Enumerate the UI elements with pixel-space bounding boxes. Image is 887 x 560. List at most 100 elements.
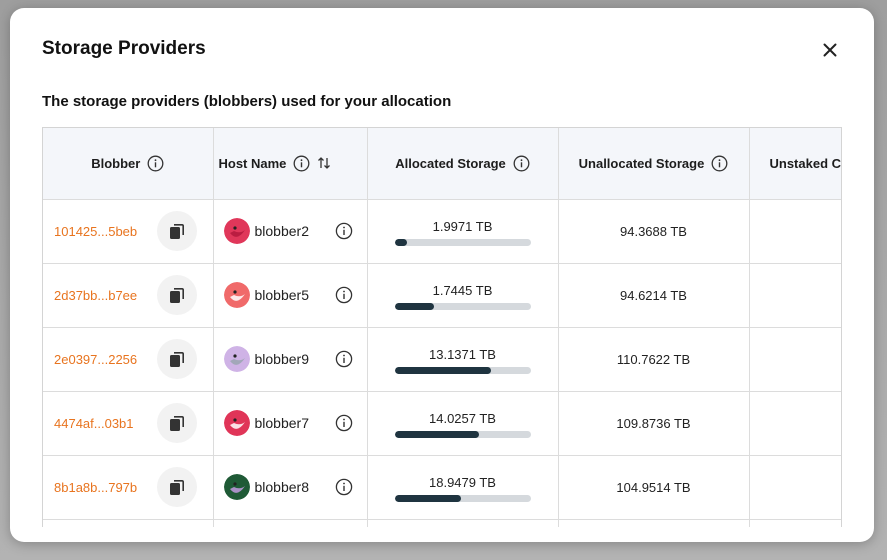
copy-icon xyxy=(169,287,185,304)
host-cell: blobber7 xyxy=(213,391,368,456)
allocated-storage-value: 1.7445 TB xyxy=(432,282,493,298)
allocated-storage-cell: 14.0257 TB xyxy=(367,391,559,456)
info-icon[interactable] xyxy=(335,222,353,240)
host-name: blobber9 xyxy=(254,351,310,367)
table-row: 8b1a8b...797b blobber8 xyxy=(43,455,841,520)
allocated-storage-value: 14.0257 TB xyxy=(429,410,496,426)
unallocated-storage-value: 110.7622 TB xyxy=(616,351,691,367)
host-name: blobber2 xyxy=(254,223,310,239)
close-icon xyxy=(823,43,837,57)
column-header-unstaked: Unstaked C xyxy=(749,128,842,200)
allocated-storage-cell: 1.9971 TB xyxy=(367,199,559,264)
column-header-unallocated-storage: Unallocated Storage xyxy=(558,128,750,200)
allocated-storage-bar-fill xyxy=(394,366,492,374)
copy-button[interactable] xyxy=(156,339,197,379)
info-icon[interactable] xyxy=(335,478,353,496)
host-name: blobber5 xyxy=(254,287,310,303)
copy-button[interactable] xyxy=(156,275,197,315)
unallocated-storage-value: 94.6214 TB xyxy=(620,287,687,303)
allocated-storage-bar-fill xyxy=(394,430,479,438)
unstaked-cell: 0.00 xyxy=(749,455,841,520)
column-header-label: Unallocated Storage xyxy=(578,155,705,171)
column-header-host-name: Host Name xyxy=(213,128,368,200)
allocated-storage-value: 18.9479 TB xyxy=(429,474,496,490)
host-cell: blobber5 xyxy=(213,263,368,328)
info-icon[interactable] xyxy=(513,155,530,172)
blobber-cell: 8b1a8b...797b xyxy=(43,455,214,520)
unstaked-cell: 0.00 xyxy=(749,391,841,456)
unallocated-storage-value: 109.8736 TB xyxy=(616,415,691,431)
unallocated-storage-value: 94.3688 TB xyxy=(620,223,687,239)
host-name: blobber7 xyxy=(254,415,310,431)
unallocated-storage-cell: 94.6214 TB xyxy=(558,263,750,328)
allocated-storage-bar xyxy=(394,238,531,246)
column-header-label: Allocated Storage xyxy=(395,155,506,171)
unallocated-storage-cell: 104.9514 TB xyxy=(558,455,750,520)
column-header-allocated-storage: Allocated Storage xyxy=(367,128,559,200)
blobber-id-link[interactable]: 8b1a8b...797b xyxy=(54,479,138,495)
unallocated-storage-value: 104.9514 TB xyxy=(616,479,691,495)
host-cell: blobber8 xyxy=(213,455,368,520)
unallocated-storage-cell: 109.8736 TB xyxy=(558,391,750,456)
allocated-storage-bar-fill xyxy=(394,494,462,502)
info-icon[interactable] xyxy=(147,155,164,172)
info-icon[interactable] xyxy=(335,286,353,304)
copy-icon xyxy=(169,351,185,368)
blobber-id-link[interactable]: 2d37bb...b7ee xyxy=(54,287,138,303)
unstaked-cell: 0.00 xyxy=(749,327,841,392)
table-header-row: Blobber Host Name xyxy=(43,128,842,200)
storage-providers-modal: Storage Providers The storage providers … xyxy=(10,8,874,542)
table-row: 2e0397...2256 blobber9 xyxy=(43,327,841,392)
allocated-storage-value: 13.1371 TB xyxy=(429,346,496,362)
blobber-id-link[interactable]: 2e0397...2256 xyxy=(54,351,138,367)
table-row xyxy=(43,519,841,527)
modal-subtitle: The storage providers (blobbers) used fo… xyxy=(42,93,452,110)
allocated-storage-bar xyxy=(394,494,531,502)
table-row: 4474af...03b1 blobber7 xyxy=(43,391,841,456)
allocated-storage-value: 1.9971 TB xyxy=(432,218,493,234)
allocated-storage-bar-fill xyxy=(394,238,407,246)
table-row: 2d37bb...b7ee blobber5 xyxy=(43,263,841,328)
providers-table-container[interactable]: Blobber Host Name xyxy=(42,127,842,527)
host-cell: blobber9 xyxy=(213,327,368,392)
avatar xyxy=(223,282,250,308)
column-header-label: Blobber xyxy=(91,155,141,171)
info-icon[interactable] xyxy=(335,414,353,432)
allocated-storage-bar xyxy=(394,302,531,310)
avatar xyxy=(223,474,250,500)
close-button[interactable] xyxy=(818,38,842,62)
unstaked-cell: 0.00 xyxy=(749,199,841,264)
host-name: blobber8 xyxy=(254,479,310,495)
sort-icon[interactable] xyxy=(317,156,331,170)
info-icon[interactable] xyxy=(711,155,728,172)
host-cell: blobber2 xyxy=(213,199,368,264)
table-row: 101425...5beb blobber2 xyxy=(43,199,841,264)
blobber-id-link[interactable]: 4474af...03b1 xyxy=(54,415,134,431)
allocated-storage-bar-fill xyxy=(394,302,434,310)
modal-title: Storage Providers xyxy=(42,38,206,59)
allocated-storage-cell: 18.9479 TB xyxy=(367,455,559,520)
column-header-label: Host Name xyxy=(218,155,287,171)
allocated-storage-cell: 1.7445 TB xyxy=(367,263,559,328)
copy-icon xyxy=(169,479,185,496)
copy-button[interactable] xyxy=(156,211,197,251)
copy-button[interactable] xyxy=(156,403,197,443)
blobber-id-link[interactable]: 101425...5beb xyxy=(54,223,138,239)
copy-button[interactable] xyxy=(156,467,197,507)
unallocated-storage-cell: 94.3688 TB xyxy=(558,199,750,264)
blobber-cell: 2d37bb...b7ee xyxy=(43,263,214,328)
unstaked-cell: 0.00 xyxy=(749,263,841,328)
avatar xyxy=(223,410,250,436)
blobber-cell: 2e0397...2256 xyxy=(43,327,214,392)
providers-table: Blobber Host Name xyxy=(43,128,842,527)
allocated-storage-cell: 13.1371 TB xyxy=(367,327,559,392)
info-icon[interactable] xyxy=(335,350,353,368)
allocated-storage-bar xyxy=(394,430,531,438)
avatar xyxy=(223,346,250,372)
allocated-storage-bar xyxy=(394,366,531,374)
info-icon[interactable] xyxy=(293,155,310,172)
unallocated-storage-cell: 110.7622 TB xyxy=(558,327,750,392)
copy-icon xyxy=(169,415,185,432)
column-header-blobber: Blobber xyxy=(43,128,214,200)
column-header-label: Unstaked C xyxy=(769,155,842,171)
